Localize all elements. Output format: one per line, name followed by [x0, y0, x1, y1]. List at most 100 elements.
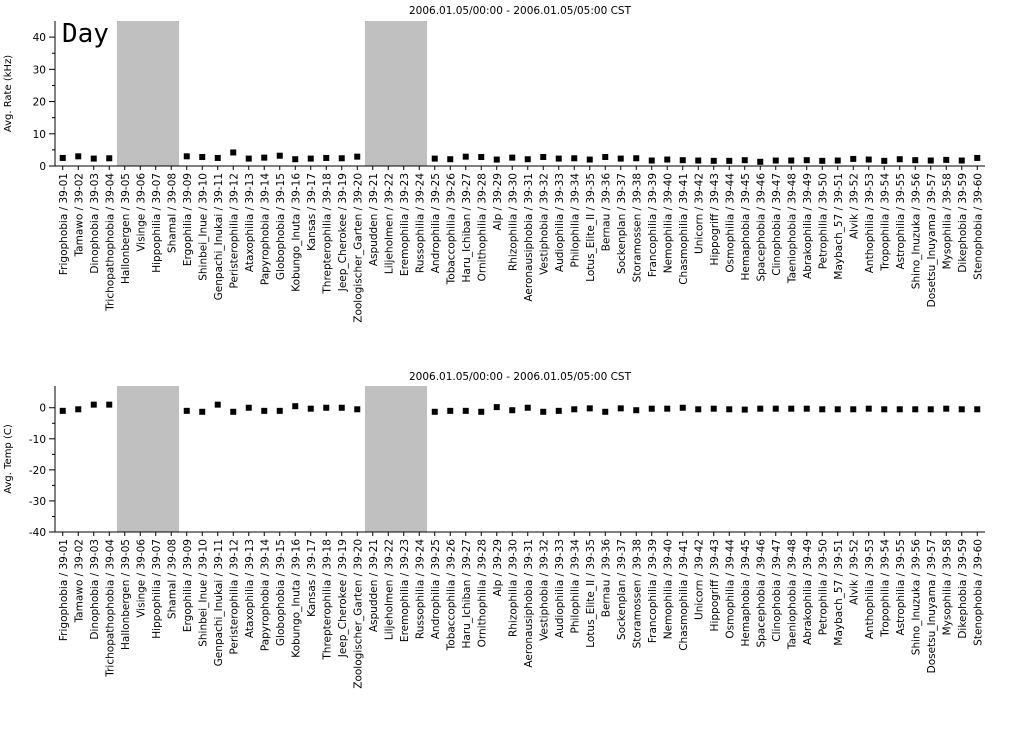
rate-x-tick-label: Androphilia / 39-25: [430, 173, 442, 273]
temp-data-point: [230, 408, 237, 415]
rate-data-point: [788, 157, 795, 164]
rate-data-point: [648, 157, 655, 164]
temp-x-tick-label: Taeniophobia / 39-48: [786, 539, 798, 650]
rate-x-tick-label: Nemophilia / 39-40: [662, 173, 674, 273]
rate-x-tick-label: Dosetsu_Inuyama / 39-57: [926, 173, 938, 307]
temp-x-tick-label: Russophilia / 39-24: [414, 539, 426, 639]
temp-x-tick-label: Tamawo / 39-02: [73, 539, 85, 624]
temp-data-point: [834, 406, 841, 413]
temp-data-point: [509, 407, 516, 414]
temp-x-tick-label: Hippogriff / 39-43: [709, 539, 721, 631]
rate-data-point: [602, 153, 609, 160]
rate-y-tick-label: 10: [33, 129, 46, 141]
temp-data-point: [75, 406, 82, 413]
temp-data-point: [354, 406, 361, 413]
temp-data-point: [726, 406, 733, 413]
rate-x-tick-label: Trichopathophobia / 39-04: [104, 173, 116, 312]
temp-x-tick-label: Ergophilia / 39-09: [182, 539, 194, 632]
temp-x-tick-label: Eremophilia / 39-23: [399, 539, 411, 642]
temp-data-point: [307, 405, 314, 412]
temp-x-tick-label: Dosetsu_Inuyama / 39-57: [926, 539, 938, 673]
temp-x-tick-label: Aeronausiphobia / 39-31: [523, 539, 535, 668]
temp-data-point: [710, 405, 717, 412]
temp-x-tick-label: Threpterophilia / 39-18: [321, 539, 333, 661]
rate-x-tick-label: Ornithophilia / 39-28: [476, 173, 488, 281]
rate-data-point: [927, 157, 934, 164]
rate-chart-title: 2006.01.05/00:00 - 2006.01.05/05:00 CST: [409, 5, 632, 17]
temp-x-tick-label: Globophobia / 39-15: [275, 539, 287, 646]
temp-data-point: [338, 404, 345, 411]
rate-y-tick-label: 30: [33, 64, 46, 76]
rate-data-point: [819, 157, 826, 164]
temp-data-point: [648, 405, 655, 412]
rate-x-tick-label: Clinophobia / 39-47: [771, 173, 783, 276]
temp-data-point: [478, 408, 485, 415]
temp-data-point: [881, 406, 888, 413]
rate-x-tick-label: Spacephobia / 39-46: [755, 173, 767, 282]
temp-x-tick-label: Philophilia / 39-34: [569, 539, 581, 634]
rate-x-tick-label: Hemaphobia / 39-45: [740, 173, 752, 281]
rate-data-point: [741, 157, 748, 164]
rate-data-point: [90, 155, 97, 162]
temp-x-tick-label: Shamal / 39-08: [166, 539, 178, 619]
rate-y-tick-label: 0: [39, 161, 46, 173]
temp-data-point: [462, 407, 469, 414]
temp-data-point: [695, 406, 702, 413]
temp-data-point: [943, 405, 950, 412]
rate-x-tick-label: Jeep_Cherokee / 39-19: [337, 173, 349, 292]
temp-data-point: [912, 406, 919, 413]
rate-x-tick-label: Globophobia / 39-15: [275, 173, 287, 280]
rate-y-tick-label: 40: [33, 32, 46, 44]
rate-data-point: [710, 157, 717, 164]
temp-x-tick-label: Lotus_Elite_II / 39-35: [585, 539, 597, 648]
temp-data-point: [571, 406, 578, 413]
rate-data-point: [850, 155, 857, 162]
rate-x-tick-label: Aspudden / 39-21: [368, 173, 380, 266]
temp-data-point: [261, 407, 268, 414]
rate-data-point: [772, 157, 779, 164]
rate-x-tick-label: Osmophilia / 39-44: [724, 173, 736, 273]
temp-y-axis-label: Avg. Temp (C): [3, 424, 14, 494]
rate-data-point: [230, 149, 237, 156]
rate-data-point: [555, 155, 562, 162]
rate-x-tick-label: Taeniophobia / 39-48: [786, 173, 798, 284]
temp-data-point: [447, 407, 454, 414]
rate-x-tick-label: Abrakophilia / 39-49: [802, 173, 814, 279]
rate-x-tick-label: Tropophilia / 39-54: [879, 173, 891, 272]
rate-data-point: [75, 153, 82, 160]
rate-x-tick-label: Lotus_Elite_II / 39-35: [585, 173, 597, 282]
rate-x-tick-label: Hippogriff / 39-43: [709, 173, 721, 265]
rate-data-point: [540, 153, 547, 160]
rate-data-point: [912, 157, 919, 164]
temp-x-tick-label: Zoologischer_Garten / 39-20: [352, 539, 364, 689]
temp-data-point: [431, 408, 438, 415]
rate-x-tick-label: Zoologischer_Garten / 39-20: [352, 173, 364, 323]
rate-x-tick-label: Kobungo_Inuta / 39-16: [290, 173, 302, 292]
temp-data-point: [323, 404, 330, 411]
temp-x-tick-label: Shinbei_Inue / 39-10: [197, 539, 209, 647]
temp-data-point: [586, 405, 593, 412]
temp-x-tick-label: Petrophilia / 39-50: [817, 539, 829, 635]
rate-data-point: [679, 157, 686, 164]
temp-x-tick-label: Alvik / 39-52: [848, 539, 860, 605]
temp-data-point: [276, 407, 283, 414]
rate-x-tick-label: Peristerophilia / 39-12: [228, 173, 240, 288]
temp-x-tick-label: Storamossen / 39-38: [631, 539, 643, 648]
temp-data-point: [896, 406, 903, 413]
rate-x-tick-label: Chasmophilia / 39-41: [678, 173, 690, 285]
temp-x-tick-label: Haru_Ichiban / 39-27: [461, 539, 473, 648]
temp-x-tick-label: Stenophobia / 39-60: [972, 539, 984, 646]
temp-data-point: [803, 405, 810, 412]
rate-x-tick-label: Petrophilia / 39-50: [817, 173, 829, 269]
rate-x-tick-label: Alp / 39-29: [492, 173, 504, 231]
temp-x-tick-label: Bernau / 39-36: [600, 539, 612, 618]
rate-data-point: [199, 153, 206, 160]
rate-x-tick-label: Unicorn / 39-42: [693, 173, 705, 254]
temp-x-tick-label: Trichopathophobia / 39-04: [104, 539, 116, 678]
temp-x-tick-label: Anthophilia / 39-53: [864, 539, 876, 639]
rate-x-tick-label: Tamawo / 39-02: [73, 173, 85, 258]
temp-x-tick-label: Androphilia / 39-25: [430, 539, 442, 639]
rate-data-point: [292, 156, 299, 163]
rate-x-tick-label: Anthophilia / 39-53: [864, 173, 876, 273]
